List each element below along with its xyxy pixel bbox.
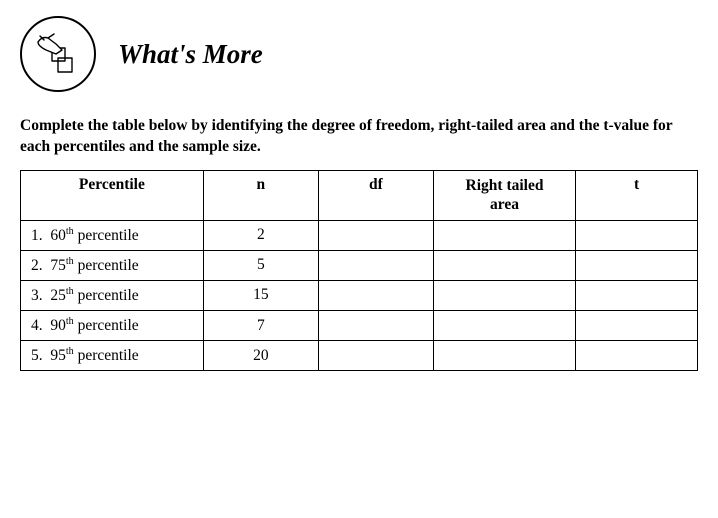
- table-body: 1. 60th percentile22. 75th percentile53.…: [21, 220, 698, 371]
- cell-t: [576, 311, 698, 341]
- cell-n: 20: [203, 341, 318, 371]
- col-header-df: df: [318, 170, 433, 220]
- col-header-percentile: Percentile: [21, 170, 204, 220]
- instruction-text: Complete the table below by identifying …: [20, 116, 698, 158]
- cell-rt: [433, 280, 575, 310]
- cell-t: [576, 250, 698, 280]
- hand-blocks-icon: [20, 16, 96, 92]
- col-header-t: t: [576, 170, 698, 220]
- cell-rt: [433, 341, 575, 371]
- cell-df: [318, 341, 433, 371]
- cell-percentile: 3. 25th percentile: [21, 280, 204, 310]
- cell-percentile: 4. 90th percentile: [21, 311, 204, 341]
- cell-rt: [433, 250, 575, 280]
- cell-df: [318, 250, 433, 280]
- cell-percentile: 2. 75th percentile: [21, 250, 204, 280]
- cell-n: 15: [203, 280, 318, 310]
- table-row: 3. 25th percentile15: [21, 280, 698, 310]
- table-row: 2. 75th percentile5: [21, 250, 698, 280]
- col-header-rt-line2: area: [490, 196, 519, 213]
- cell-n: 5: [203, 250, 318, 280]
- percentile-table: Percentile n df Right tailed area t 1. 6…: [20, 170, 698, 372]
- cell-n: 7: [203, 311, 318, 341]
- table-row: 4. 90th percentile7: [21, 311, 698, 341]
- col-header-rt-line1: Right tailed: [466, 177, 544, 194]
- cell-percentile: 1. 60th percentile: [21, 220, 204, 250]
- cell-percentile: 5. 95th percentile: [21, 341, 204, 371]
- cell-t: [576, 280, 698, 310]
- cell-t: [576, 220, 698, 250]
- cell-rt: [433, 311, 575, 341]
- table-row: 5. 95th percentile20: [21, 341, 698, 371]
- col-header-right-tailed: Right tailed area: [433, 170, 575, 220]
- cell-t: [576, 341, 698, 371]
- cell-df: [318, 311, 433, 341]
- section-header: What's More: [20, 16, 698, 92]
- col-header-n: n: [203, 170, 318, 220]
- table-header-row: Percentile n df Right tailed area t: [21, 170, 698, 220]
- cell-rt: [433, 220, 575, 250]
- cell-df: [318, 280, 433, 310]
- table-row: 1. 60th percentile2: [21, 220, 698, 250]
- cell-n: 2: [203, 220, 318, 250]
- section-title: What's More: [118, 39, 263, 70]
- cell-df: [318, 220, 433, 250]
